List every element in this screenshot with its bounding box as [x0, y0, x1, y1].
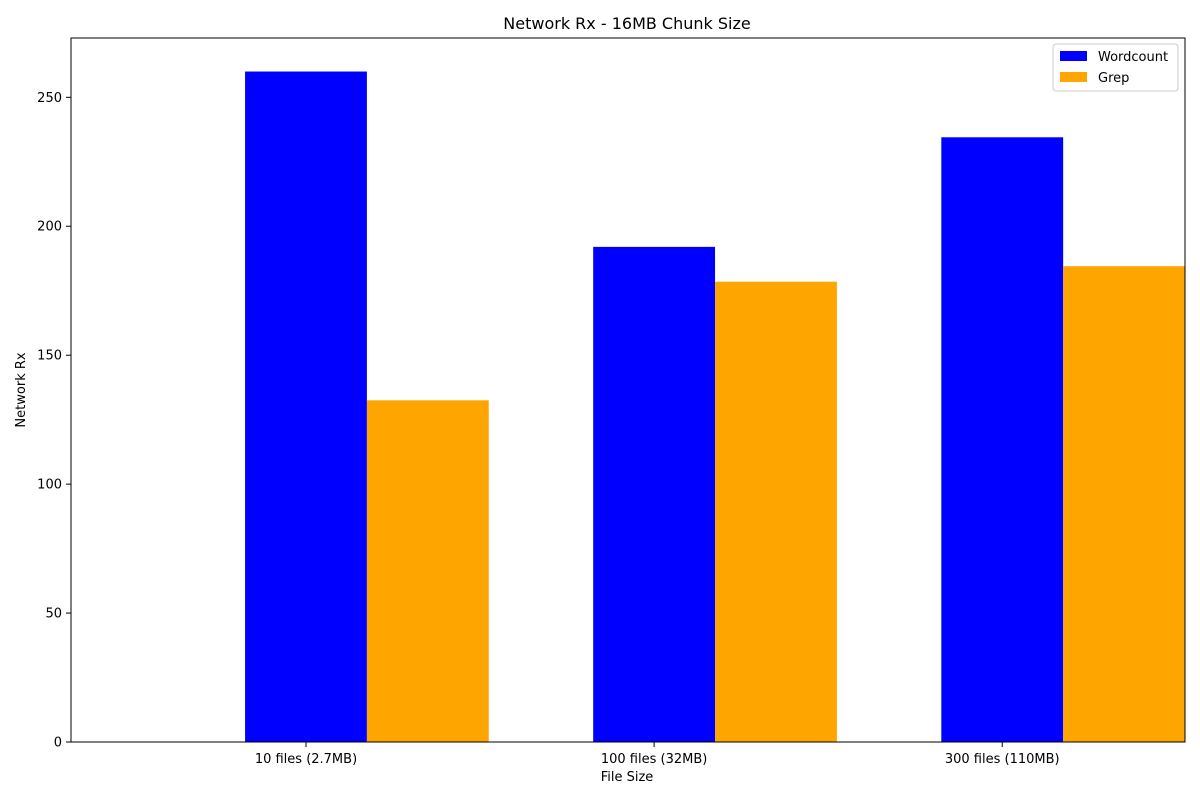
y-axis-label: Network Rx	[14, 352, 29, 427]
bar-wordcount-1	[593, 246, 716, 742]
x-tick-label: 300 files (110MB)	[945, 752, 1060, 767]
y-axis-ticks: 0 50 100 150 200 250	[37, 91, 71, 751]
y-tick-label: 0	[54, 736, 62, 751]
legend-label-grep: Grep	[1098, 71, 1129, 86]
legend-swatch-grep	[1060, 72, 1087, 82]
legend-swatch-wordcount	[1060, 51, 1087, 61]
x-axis-label: File Size	[601, 770, 654, 785]
bar-grep-0	[366, 400, 489, 742]
chart-title: Network Rx - 16MB Chunk Size	[503, 14, 750, 33]
y-tick-label: 250	[37, 91, 62, 106]
plot-frame	[70, 37, 1186, 743]
bar-wordcount-0	[245, 71, 367, 743]
bar-grep-1	[715, 281, 837, 742]
x-tick-label: 10 files (2.7MB)	[255, 752, 357, 767]
y-tick-label: 50	[45, 607, 62, 622]
y-tick-label: 150	[37, 349, 62, 364]
bar-grep-2	[1063, 266, 1185, 742]
legend: Wordcount Grep	[1052, 43, 1179, 92]
x-axis-ticks: 10 files (2.7MB) 100 files (32MB) 300 file…	[255, 742, 1060, 767]
y-tick-label: 200	[37, 220, 62, 235]
y-tick-label: 100	[37, 478, 62, 493]
bars-group	[245, 71, 1185, 743]
legend-label-wordcount: Wordcount	[1098, 50, 1168, 65]
bar-wordcount-2	[941, 137, 1064, 743]
x-tick-label: 100 files (32MB)	[601, 752, 707, 767]
